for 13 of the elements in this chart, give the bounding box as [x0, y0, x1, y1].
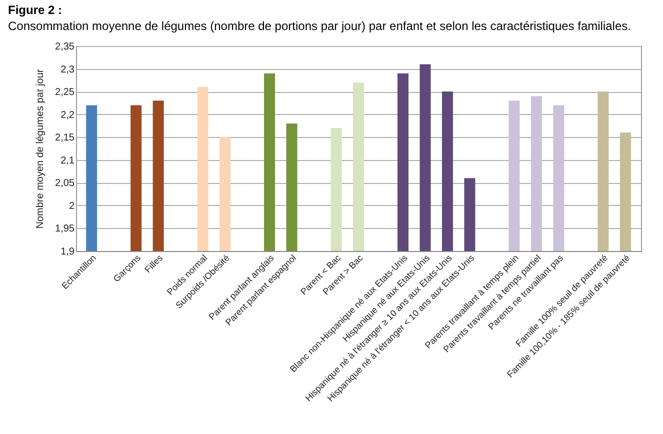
- y-tick-label: 2,3: [60, 64, 75, 76]
- y-tick-label: 2,15: [55, 132, 75, 144]
- y-tick-label: 1,95: [55, 224, 75, 235]
- y-tick-label: 2: [68, 200, 75, 212]
- y-tick-label: 2,25: [55, 87, 75, 98]
- y-tick-label: 1,9: [60, 246, 75, 258]
- y-axis-title: Nombre moyen de légumes par jour: [35, 68, 46, 229]
- chart-subtitle: Consommation moyenne de légumes (nombre de portions par jour) par enfant et selon les caractéristiques familiales.: [8, 19, 631, 33]
- y-tick-label: 2,1: [60, 155, 75, 166]
- y-tick-label: 2,2: [60, 110, 75, 121]
- y-tick-label: 2,05: [55, 178, 75, 190]
- y-tick-label: 2,35: [55, 42, 75, 52]
- chart-title: Figure 2 :: [8, 3, 62, 17]
